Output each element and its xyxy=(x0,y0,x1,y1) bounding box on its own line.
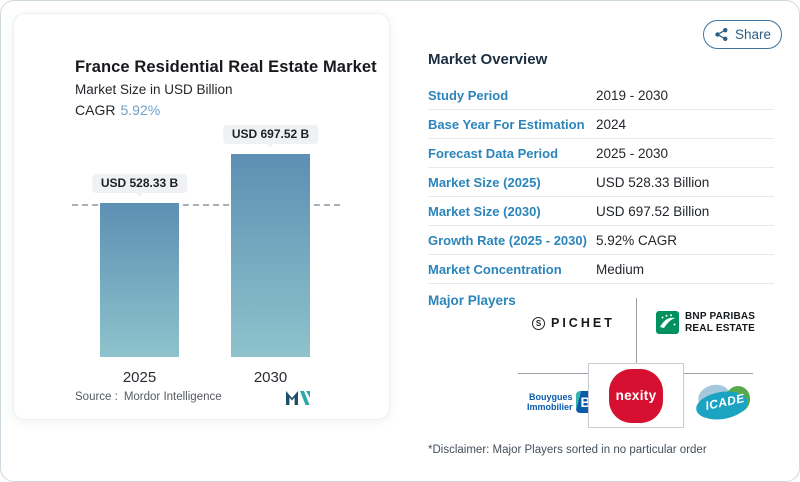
row-label: Market Size (2025) xyxy=(428,174,541,190)
chart-title: France Residential Real Estate Market xyxy=(75,58,377,76)
source-attribution: Source : Mordor Intelligence xyxy=(75,391,222,403)
row-value: 2025 - 2030 xyxy=(596,145,669,161)
table-row: Market Size (2030) USD 697.52 Billion xyxy=(428,197,774,226)
bar-2025 xyxy=(100,203,179,357)
source-name: Mordor Intelligence xyxy=(123,391,222,403)
cagr-line: CAGR 5.92% xyxy=(75,102,160,118)
row-label: Growth Rate (2025 - 2030) xyxy=(428,232,587,248)
row-label: Market Size (2030) xyxy=(428,203,541,219)
row-value: USD 528.33 Billion xyxy=(596,174,710,190)
overview-heading: Market Overview xyxy=(428,51,548,68)
disclaimer-text: *Disclaimer: Major Players sorted in no … xyxy=(428,444,707,456)
row-label: Forecast Data Period xyxy=(428,145,559,161)
table-row: Market Concentration Medium xyxy=(428,255,774,284)
share-button[interactable]: Share xyxy=(703,20,782,49)
bar-value-label-2025: USD 528.33 B xyxy=(91,174,188,198)
overview-table: Study Period 2019 - 2030 Base Year For E… xyxy=(428,81,774,284)
bar-chart: USD 528.33 B 2025 USD 697.52 B 2030 xyxy=(14,14,389,419)
bnp-paribas-wordmark: BNP PARIBAS REAL ESTATE xyxy=(685,311,756,334)
row-label: Study Period xyxy=(428,87,509,103)
table-row: Growth Rate (2025 - 2030) 5.92% CAGR xyxy=(428,226,774,255)
market-chart-card: France Residential Real Estate Market Ma… xyxy=(13,13,390,420)
pichet-logo: S PICHET xyxy=(532,316,615,330)
connector-line-left xyxy=(518,373,588,374)
bar-2030 xyxy=(231,154,310,357)
bar-value-label-2030: USD 697.52 B xyxy=(222,125,319,148)
table-row: Forecast Data Period 2025 - 2030 xyxy=(428,139,774,168)
icade-logo: ICADE xyxy=(694,381,754,425)
row-value: 2019 - 2030 xyxy=(596,87,669,103)
table-row: Study Period 2019 - 2030 xyxy=(428,81,774,110)
source-label: Source : xyxy=(75,391,118,403)
nexity-logo: nexity xyxy=(609,368,663,423)
row-value: USD 697.52 Billion xyxy=(596,203,710,219)
cagr-value: 5.92% xyxy=(120,102,161,118)
row-value: Medium xyxy=(596,261,645,277)
bouygues-immobilier-logo: Bouygues Immobilier B xyxy=(527,391,596,413)
share-icon xyxy=(715,27,728,42)
x-tick-2030: 2030 xyxy=(253,369,288,386)
market-overview-panel: Share Market Overview Study Period 2019 … xyxy=(411,1,799,481)
x-tick-2025: 2025 xyxy=(122,369,157,386)
bouygues-wordmark: Bouygues Immobilier xyxy=(527,392,573,412)
table-row: Market Size (2025) USD 528.33 Billion xyxy=(428,168,774,197)
reference-line xyxy=(72,204,340,207)
nexity-logo-box: nexity xyxy=(588,363,684,428)
row-label: Market Concentration xyxy=(428,261,562,277)
row-label: Base Year For Estimation xyxy=(428,116,585,132)
cagr-label: CAGR xyxy=(75,102,116,118)
table-row: Base Year For Estimation 2024 xyxy=(428,110,774,139)
row-value: 5.92% CAGR xyxy=(596,232,678,248)
connector-line-right xyxy=(684,373,753,374)
chart-subtitle: Market Size in USD Billion xyxy=(75,82,233,97)
share-button-label: Share xyxy=(734,27,772,42)
row-value: 2024 xyxy=(596,116,627,132)
mordor-intelligence-logo-icon xyxy=(286,391,310,405)
pichet-wordmark: PICHET xyxy=(551,316,615,330)
pichet-circle-icon: S xyxy=(532,316,545,330)
connector-line-vertical xyxy=(636,298,637,363)
bnp-paribas-icon xyxy=(656,311,679,334)
bnp-paribas-logo: BNP PARIBAS REAL ESTATE xyxy=(656,311,755,334)
major-players-label: Major Players xyxy=(428,293,516,308)
